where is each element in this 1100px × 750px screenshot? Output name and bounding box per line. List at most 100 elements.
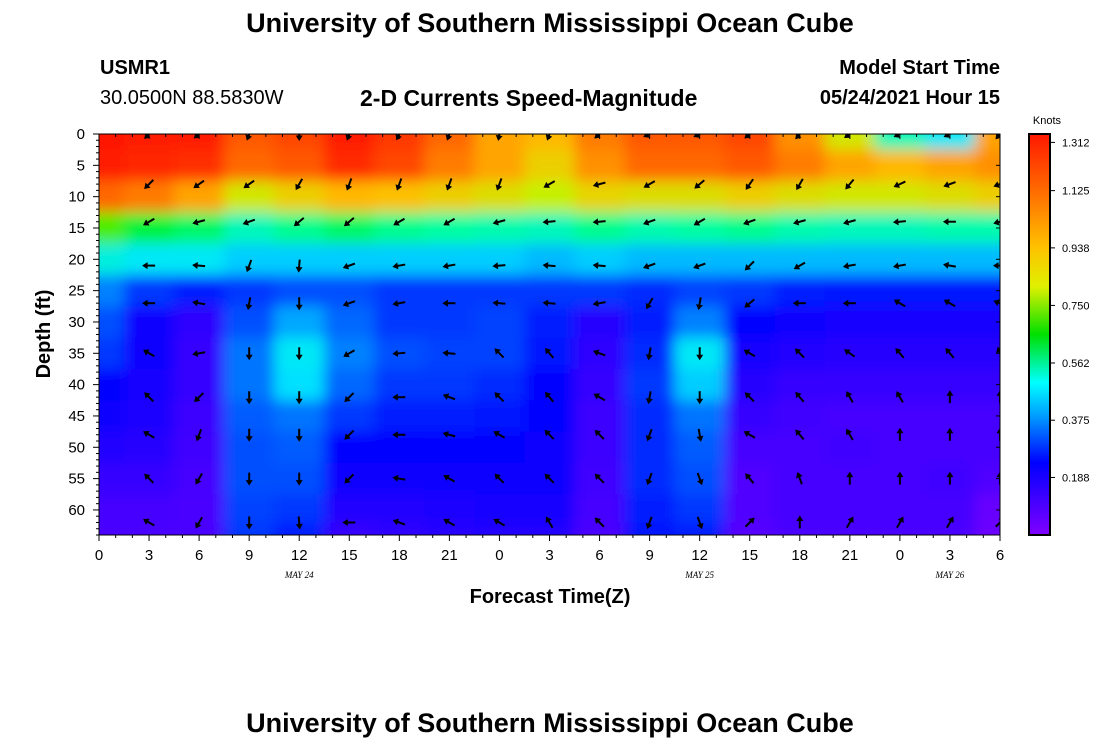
heat-cell — [975, 431, 1000, 464]
heat-cell — [574, 243, 626, 276]
arrow-shaft — [696, 179, 705, 187]
current-arrow — [896, 427, 904, 441]
current-arrow — [542, 299, 556, 307]
heat-cell — [99, 494, 125, 524]
arrow-shaft — [896, 300, 906, 308]
x-tick-label: 0 — [495, 547, 503, 564]
heat-cell — [224, 134, 275, 151]
arrow-shaft — [648, 391, 652, 401]
arrow-shaft — [648, 347, 652, 357]
arrow-shaft — [747, 178, 754, 188]
heat-cell — [524, 181, 576, 213]
colorbar: Knots 1.312 1.125 0.938 0.750 0.562 0.375 0.18… — [1028, 115, 1090, 536]
arrow-head — [897, 516, 904, 523]
heat-cell — [724, 306, 776, 339]
arrow-head — [792, 299, 799, 307]
heat-cell — [374, 494, 425, 524]
arrow-head — [392, 349, 399, 357]
date-label: MAY 24 — [284, 570, 314, 580]
heat-cell — [975, 337, 1000, 370]
current-arrow — [643, 134, 656, 138]
heat-cell — [874, 243, 926, 276]
arrow-head — [245, 480, 253, 486]
current-arrow — [445, 178, 453, 191]
heat-cell — [324, 494, 375, 524]
current-arrow — [392, 518, 406, 526]
heat-cell — [474, 400, 526, 433]
arrow-shaft — [546, 301, 556, 305]
current-arrow — [796, 178, 804, 191]
arrow-head — [193, 134, 201, 139]
heat-cell — [874, 369, 926, 401]
arrow-shaft — [146, 134, 155, 137]
colorbar-tick-label: 1.125 — [1062, 186, 1090, 198]
heat-cell — [424, 306, 476, 339]
arrow-head — [846, 428, 853, 436]
arrow-shaft — [596, 134, 605, 137]
heat-cell — [524, 400, 576, 433]
arrow-shaft — [195, 219, 206, 224]
heat-cell — [99, 181, 125, 213]
current-arrow — [993, 299, 1000, 307]
heat-cell — [874, 400, 926, 433]
heat-cell — [774, 275, 826, 307]
arrow-head — [544, 429, 551, 437]
arrow-head — [946, 390, 954, 396]
y-tick-label: 10 — [68, 189, 85, 206]
heat-cell — [174, 212, 225, 245]
current-arrow — [946, 427, 954, 441]
arrow-head — [442, 262, 449, 270]
heat-cell — [574, 431, 626, 464]
heat-cell — [724, 181, 776, 213]
current-arrow — [594, 517, 605, 528]
heat-cell — [124, 369, 175, 401]
heat-cell — [624, 400, 676, 433]
arrow-head — [693, 219, 701, 226]
x-tick-label: 12 — [691, 547, 708, 564]
current-arrow — [192, 350, 206, 358]
current-arrow — [643, 218, 656, 226]
current-arrow — [342, 519, 356, 526]
arrow-shaft — [896, 220, 906, 223]
heat-cell — [474, 275, 526, 307]
current-arrow — [846, 471, 854, 485]
heat-cell — [124, 275, 175, 307]
arrow-shaft — [396, 263, 406, 268]
heat-cell — [574, 494, 626, 524]
heat-cell — [824, 212, 876, 245]
arrow-head — [295, 523, 303, 530]
y-tick-label: 55 — [68, 471, 85, 488]
arrow-shaft — [746, 350, 756, 358]
heat-cell — [99, 243, 125, 276]
x-tick-label: 6 — [195, 547, 203, 564]
heat-cell — [924, 400, 976, 433]
current-arrow — [843, 218, 856, 226]
arrow-head — [495, 184, 503, 191]
date-label: MAY 26 — [935, 570, 965, 580]
current-arrow — [643, 180, 656, 188]
heat-cell — [524, 212, 576, 245]
heat-cell — [374, 522, 425, 535]
arrow-head — [245, 354, 253, 361]
current-arrow — [694, 179, 705, 189]
arrow-head — [844, 134, 851, 139]
current-arrow — [442, 349, 456, 357]
arrow-head — [694, 182, 701, 189]
arrow-head — [445, 184, 453, 191]
y-tick-label: 30 — [68, 314, 85, 331]
arrow-head — [844, 349, 851, 356]
arrow-head — [744, 392, 752, 399]
heat-cell — [674, 494, 726, 524]
arrow-head — [392, 518, 400, 526]
current-vectors — [142, 134, 1000, 530]
current-arrow — [245, 472, 253, 486]
current-arrow — [492, 262, 506, 270]
heat-cell — [724, 494, 776, 524]
arrow-shaft — [946, 134, 956, 137]
current-arrow — [245, 347, 253, 361]
current-arrow — [943, 181, 956, 188]
current-arrow — [946, 471, 954, 485]
arrow-head — [748, 517, 755, 524]
arrow-head — [592, 181, 600, 188]
arrow-head — [295, 436, 303, 442]
